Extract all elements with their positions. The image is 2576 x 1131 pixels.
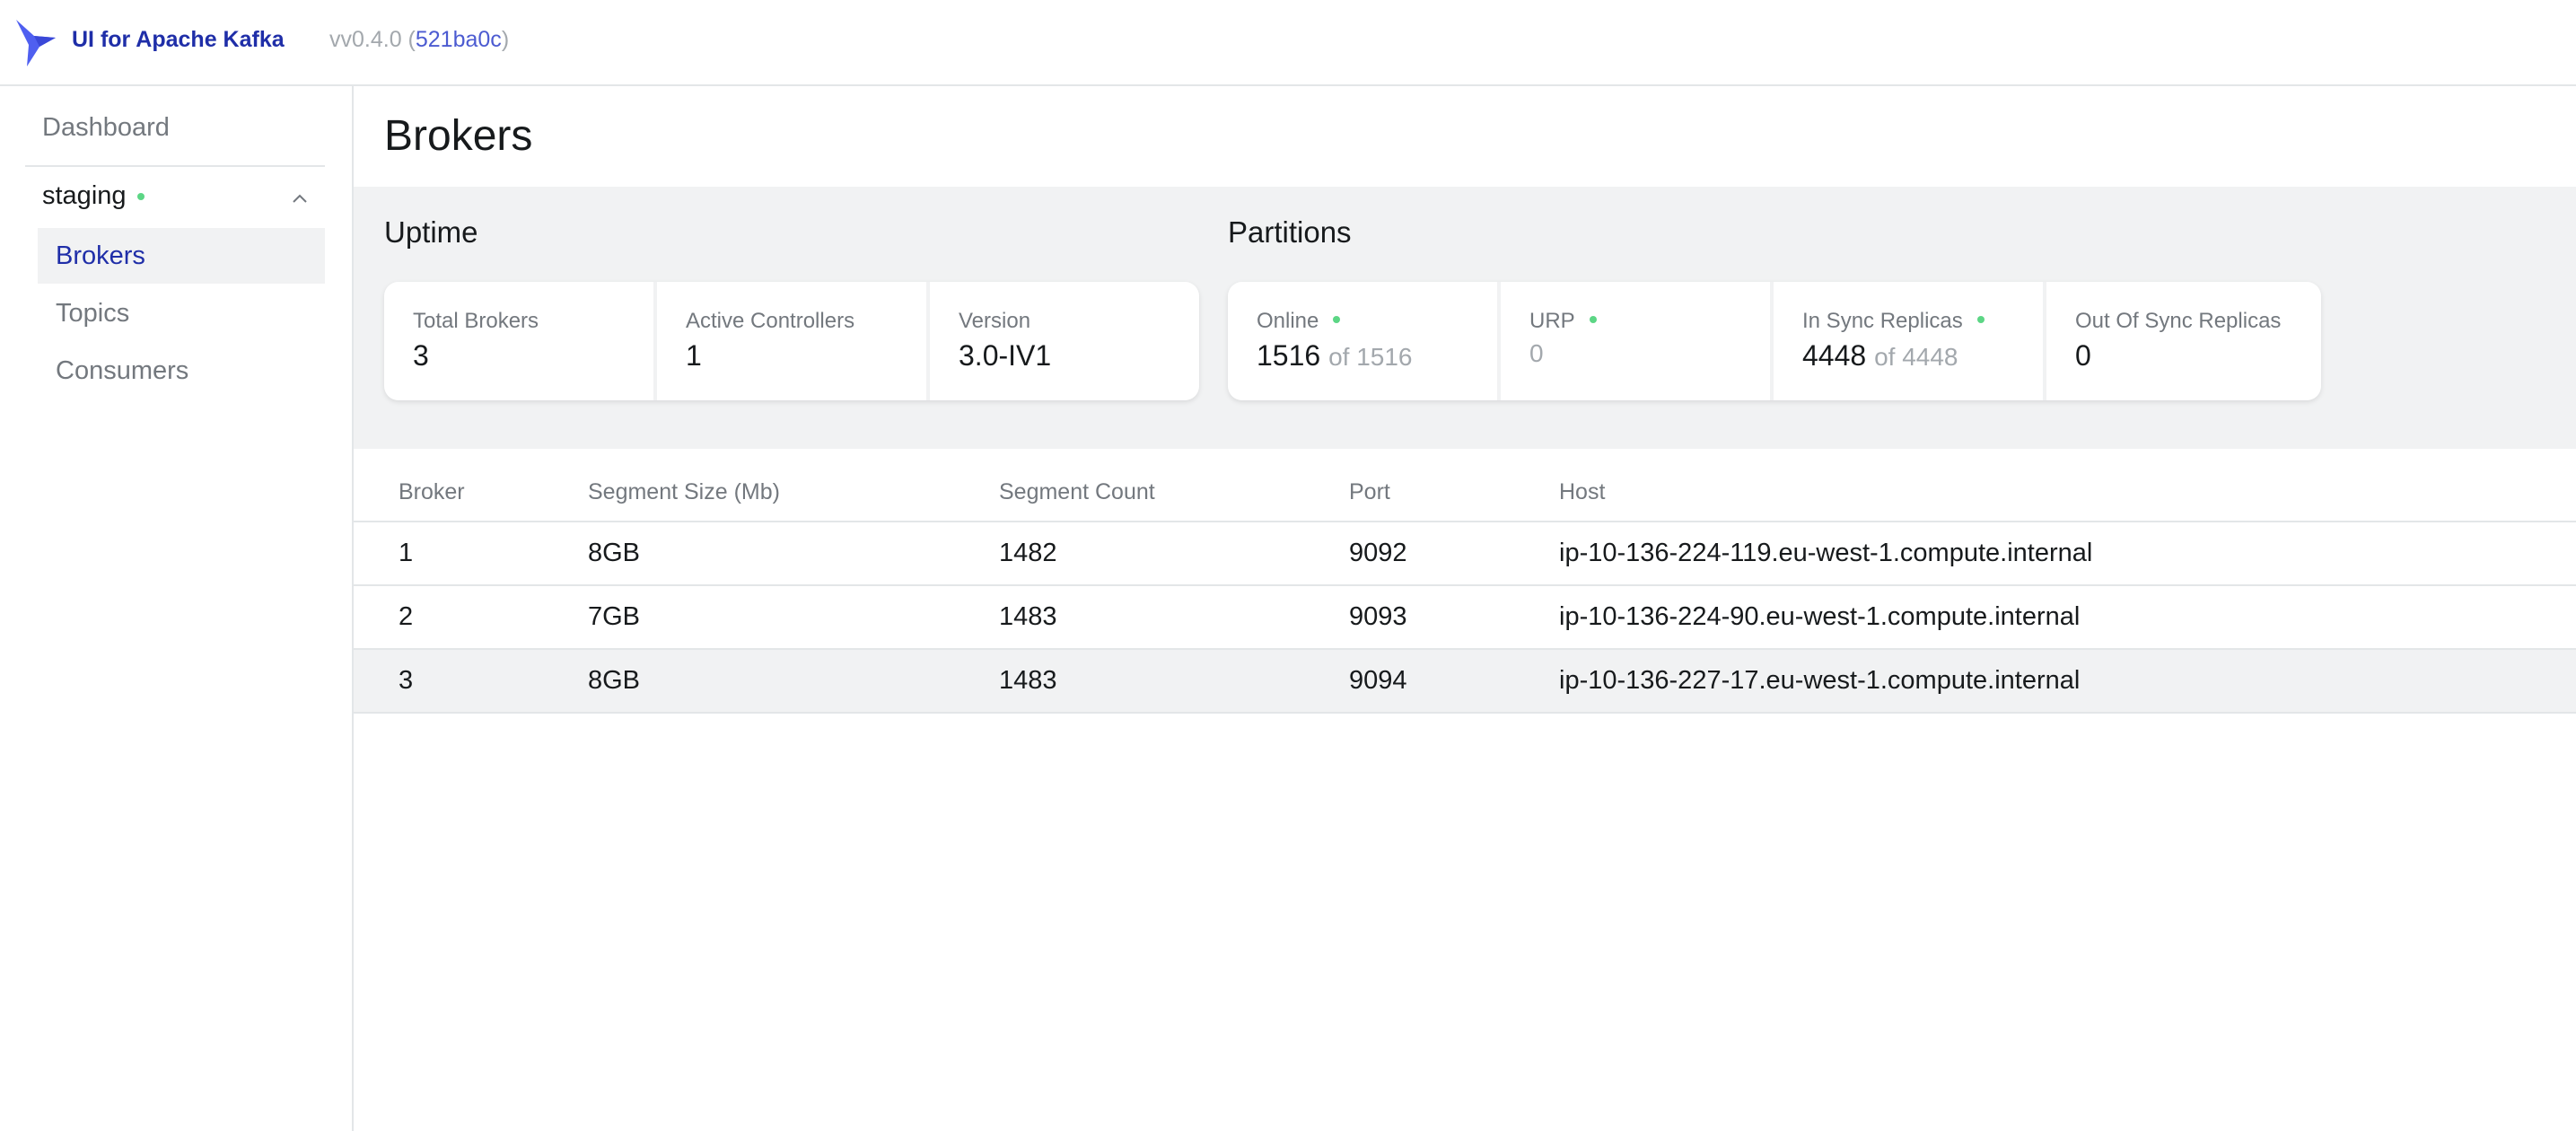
total-brokers-card: Total Brokers 3 [384, 282, 653, 400]
cell-port: 9094 [1349, 666, 1407, 695]
sidebar-divider [25, 165, 325, 167]
sidebar-item-consumers[interactable]: Consumers [56, 356, 189, 385]
card-value-of: of 1516 [1328, 343, 1413, 371]
cell-segment-count: 1483 [999, 666, 1057, 695]
card-label: Version [959, 309, 1031, 333]
table-row[interactable]: 1 8GB 1482 9092 ip-10-136-224-119.eu-wes… [354, 522, 2576, 586]
card-label: Total Brokers [413, 309, 539, 333]
card-value: 1516 of 1516 [1257, 339, 1497, 373]
sidebar-item-brokers[interactable]: Brokers [38, 228, 325, 284]
cell-segment-count: 1483 [999, 602, 1057, 631]
page-title: Brokers [384, 112, 533, 160]
commit-link[interactable]: 521ba0c [415, 27, 502, 52]
sidebar: Dashboard staging Brokers Topics Consume… [0, 86, 354, 1131]
sidebar-item-dashboard[interactable]: Dashboard [42, 113, 170, 142]
cell-broker: 2 [399, 602, 414, 631]
cell-segment-size: 8GB [588, 666, 641, 695]
in-sync-replicas-card: In Sync Replicas 4448 of 4448 [1774, 282, 2043, 400]
partitions-title: Partitions [1228, 215, 1352, 249]
cell-host: ip-10-136-227-17.eu-west-1.compute.inter… [1559, 666, 2081, 695]
card-label: Out Of Sync Replicas [2075, 309, 2282, 333]
card-value: 3 [413, 339, 429, 372]
card-value-of: of 4448 [1874, 343, 1958, 371]
chevron-up-icon[interactable] [286, 185, 313, 212]
column-header-segment-count[interactable]: Segment Count [999, 479, 1155, 504]
column-header-segment-size[interactable]: Segment Size (Mb) [588, 479, 780, 504]
top-navbar: UI for Apache Kafka vv0.4.0 (521ba0c) [0, 0, 2576, 86]
sidebar-item-topics[interactable]: Topics [56, 299, 130, 328]
card-value-main: 1516 [1257, 339, 1321, 372]
version-card: Version 3.0-IV1 [930, 282, 1199, 400]
cluster-toggle[interactable]: staging [42, 181, 311, 217]
status-dot [1333, 315, 1341, 323]
card-value: 0 [1529, 339, 1544, 367]
uptime-cards: Total Brokers 3 Active Controllers 1 Ver… [384, 282, 1199, 400]
cell-segment-size: 8GB [588, 539, 641, 567]
online-card: Online 1516 of 1516 [1228, 282, 1497, 400]
table-row[interactable]: 3 8GB 1483 9094 ip-10-136-227-17.eu-west… [354, 650, 2576, 714]
active-controllers-card: Active Controllers 1 [657, 282, 926, 400]
card-label: In Sync Replicas [1802, 309, 2043, 334]
card-label: Active Controllers [686, 309, 855, 333]
card-value: 1 [686, 339, 702, 372]
brokers-table: Broker Segment Size (Mb) Segment Count P… [354, 470, 2576, 714]
uptime-title: Uptime [384, 215, 478, 249]
version-suffix: ) [501, 27, 510, 52]
card-value-main: 4448 [1802, 339, 1867, 372]
cluster-status-dot [136, 192, 145, 200]
version-prefix: vv0.4.0 ( [329, 27, 416, 52]
card-value: 4448 of 4448 [1802, 339, 2043, 373]
status-dot [1976, 315, 1985, 323]
app-title[interactable]: UI for Apache Kafka [72, 27, 285, 52]
cell-segment-count: 1482 [999, 539, 1057, 567]
card-label-text: URP [1529, 309, 1575, 333]
card-value: 3.0-IV1 [959, 339, 1052, 372]
urp-card: URP 0 [1501, 282, 1770, 400]
column-header-broker[interactable]: Broker [399, 479, 465, 504]
card-label: URP [1529, 309, 1770, 334]
cluster-name: staging [42, 181, 127, 210]
cell-port: 9093 [1349, 602, 1407, 631]
partitions-cards: Online 1516 of 1516 URP 0 In Sync Replic… [1228, 282, 2321, 400]
cell-broker: 1 [399, 539, 414, 567]
card-label: Online [1257, 309, 1497, 334]
column-header-port[interactable]: Port [1349, 479, 1390, 504]
table-row[interactable]: 2 7GB 1483 9093 ip-10-136-224-90.eu-west… [354, 586, 2576, 650]
card-label-text: Online [1257, 309, 1319, 333]
card-label-text: In Sync Replicas [1802, 309, 1963, 333]
version-info: vv0.4.0 (521ba0c) [329, 27, 509, 53]
status-dot [1589, 315, 1597, 323]
out-of-sync-replicas-card: Out Of Sync Replicas 0 [2046, 282, 2321, 400]
cell-broker: 3 [399, 666, 414, 695]
card-value: 0 [2075, 339, 2091, 372]
table-header: Broker Segment Size (Mb) Segment Count P… [354, 470, 2576, 522]
cell-port: 9092 [1349, 539, 1407, 567]
cell-segment-size: 7GB [588, 602, 641, 631]
column-header-host[interactable]: Host [1559, 479, 1606, 504]
cell-host: ip-10-136-224-119.eu-west-1.compute.inte… [1559, 539, 2093, 567]
main-content: Brokers Uptime Total Brokers 3 Active Co… [354, 86, 2576, 1131]
cell-host: ip-10-136-224-90.eu-west-1.compute.inter… [1559, 602, 2081, 631]
kafka-logo-icon[interactable] [14, 18, 59, 68]
